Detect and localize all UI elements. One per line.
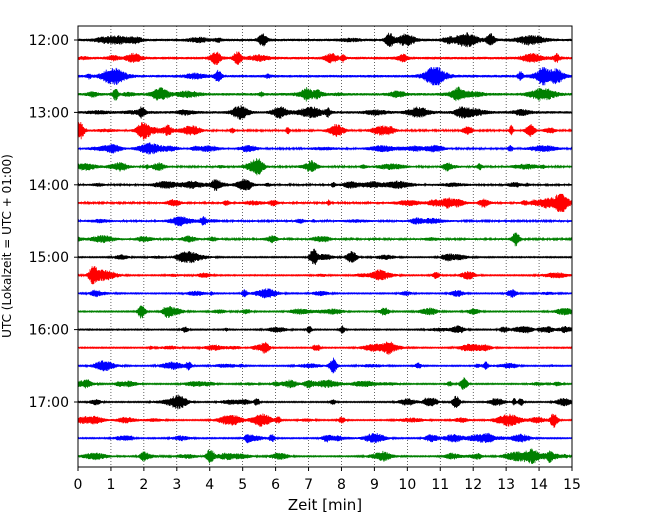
y-tick-label: 12:00	[29, 33, 69, 49]
y-axis: 12:00 13:00 14:00 15:00 16:00 17:00	[29, 33, 78, 411]
x-tick-label: 6	[271, 477, 280, 493]
seismic-trace	[77, 193, 573, 212]
seismic-trace	[77, 86, 573, 102]
seismic-trace	[77, 232, 573, 247]
x-tick-label: 13	[497, 477, 515, 493]
seismic-trace	[77, 341, 573, 355]
x-tick-label: 1	[106, 477, 115, 493]
y-axis-title: UTC (Lokalzeit = UTC + 01:00)	[0, 154, 14, 338]
seismic-traces	[77, 32, 573, 464]
seismic-trace	[77, 178, 573, 191]
x-tick-label: 14	[530, 477, 548, 493]
x-tick-label: 9	[370, 477, 379, 493]
x-tick-label: 0	[74, 477, 83, 493]
seismic-trace	[77, 216, 573, 227]
plot-frame	[77, 25, 573, 468]
y-tick-label: 16:00	[29, 323, 69, 339]
seismic-trace	[77, 142, 573, 155]
x-axis-title: Zeit [min]	[288, 496, 362, 514]
seismic-trace	[77, 432, 573, 444]
y-tick-label: 15:00	[29, 250, 69, 266]
x-tick-label: 8	[337, 477, 346, 493]
x-tick-label: 2	[139, 477, 148, 493]
seismic-trace	[77, 248, 573, 265]
x-axis: 0 1 2 3 4 5 6 7 8 9 10 11 12 13 14 15	[74, 467, 581, 493]
seismic-trace	[77, 413, 573, 428]
seismic-trace	[77, 122, 573, 140]
x-tick-label: 4	[205, 477, 214, 493]
seismic-trace	[77, 357, 573, 374]
seismic-trace	[77, 448, 573, 464]
x-tick-label: 3	[172, 477, 181, 493]
x-tick-label: 12	[464, 477, 482, 493]
x-tick-label: 10	[398, 477, 416, 493]
seismic-trace	[77, 325, 573, 334]
seismic-trace	[77, 377, 573, 390]
y-tick-label: 14:00	[29, 178, 69, 194]
seismic-trace	[77, 158, 573, 176]
seismic-trace	[77, 67, 573, 86]
x-tick-label: 15	[563, 477, 581, 493]
seismic-trace	[77, 305, 573, 319]
x-tick-label: 5	[238, 477, 247, 493]
seismic-trace	[77, 394, 573, 410]
seismic-trace	[77, 32, 573, 48]
seismic-trace	[77, 266, 573, 285]
x-tick-label: 7	[304, 477, 313, 493]
seismic-trace	[77, 105, 573, 120]
y-tick-label: 17:00	[29, 395, 69, 411]
y-tick-label: 13:00	[29, 105, 69, 121]
x-tick-label: 11	[431, 477, 449, 493]
seismic-trace	[77, 288, 573, 299]
seismic-trace	[77, 51, 573, 66]
